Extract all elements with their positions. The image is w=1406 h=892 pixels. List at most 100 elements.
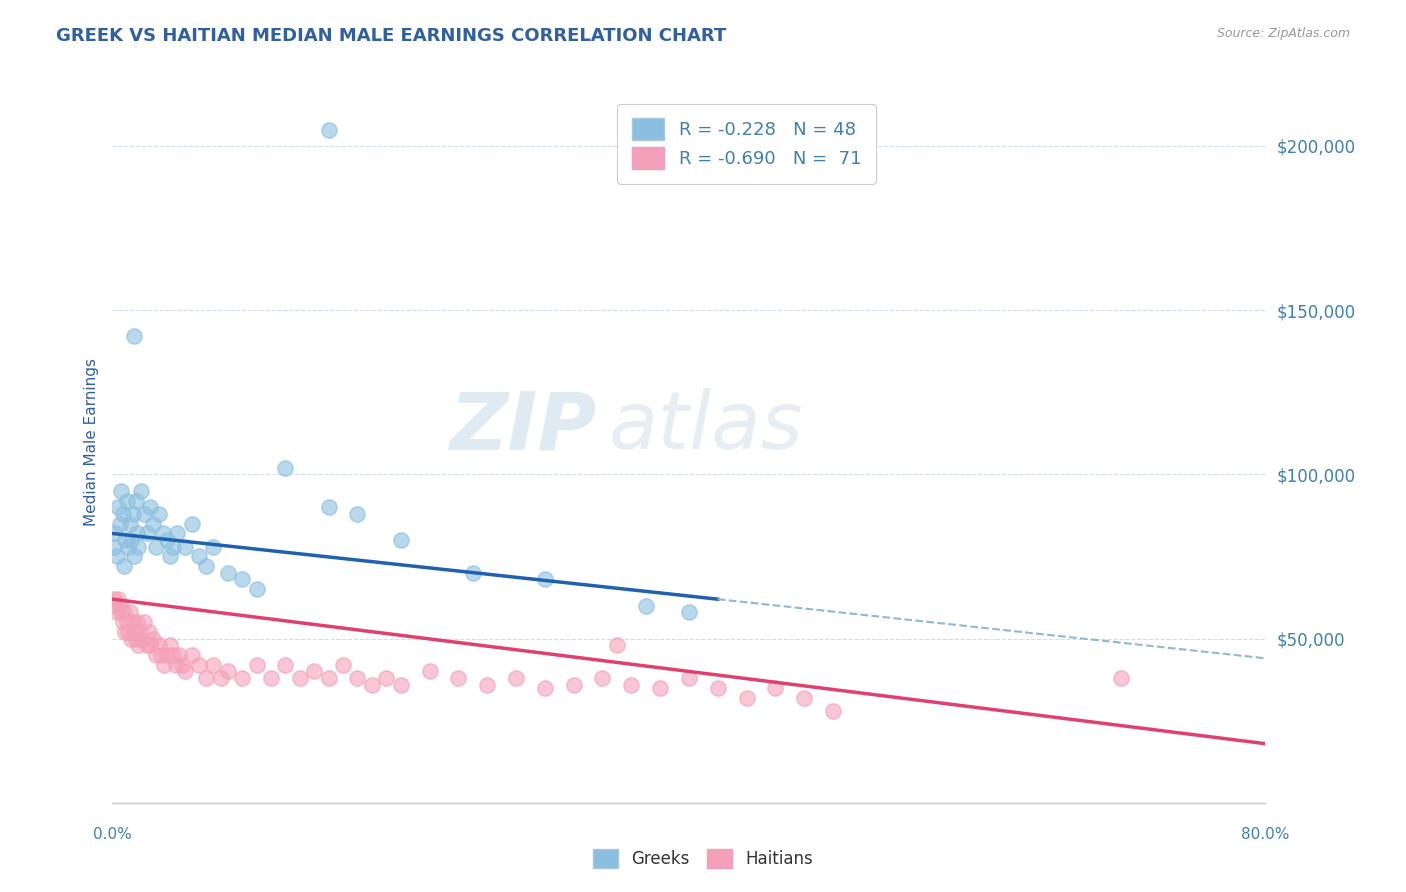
Text: Source: ZipAtlas.com: Source: ZipAtlas.com	[1216, 27, 1350, 40]
Point	[375, 671, 398, 685]
Point	[148, 507, 170, 521]
Point	[148, 638, 170, 652]
Point	[173, 540, 195, 554]
Point	[165, 657, 187, 672]
Point	[318, 122, 340, 136]
Point	[111, 507, 134, 521]
Point	[118, 516, 141, 531]
Point	[128, 625, 150, 640]
Point	[115, 493, 138, 508]
Point	[159, 638, 181, 652]
Point	[620, 677, 643, 691]
Point	[129, 483, 153, 498]
Point	[117, 625, 139, 640]
Point	[650, 681, 672, 695]
Point	[562, 677, 585, 691]
Point	[121, 507, 143, 521]
Point	[188, 549, 211, 564]
Point	[231, 671, 253, 685]
Point	[122, 625, 145, 640]
Point	[105, 605, 128, 619]
Point	[821, 704, 844, 718]
Point	[124, 493, 146, 508]
Point	[156, 648, 179, 662]
Point	[534, 681, 557, 695]
Point	[304, 665, 326, 679]
Point	[162, 540, 184, 554]
Point	[318, 671, 340, 685]
Text: ZIP: ZIP	[450, 388, 596, 467]
Point	[114, 625, 136, 640]
Point	[288, 671, 311, 685]
Point	[274, 657, 297, 672]
Point	[120, 632, 142, 646]
Y-axis label: Median Male Earnings: Median Male Earnings	[83, 358, 98, 525]
Point	[120, 533, 142, 547]
Point	[195, 671, 218, 685]
Point	[217, 665, 239, 679]
Point	[112, 559, 135, 574]
Point	[156, 533, 179, 547]
Point	[195, 559, 218, 574]
Point	[153, 657, 176, 672]
Point	[138, 625, 160, 640]
Point	[475, 677, 499, 691]
Point	[167, 648, 190, 662]
Point	[389, 677, 412, 691]
Point	[246, 657, 269, 672]
Point	[346, 671, 368, 685]
Point	[129, 632, 153, 646]
Point	[447, 671, 470, 685]
Point	[170, 657, 193, 672]
Point	[117, 540, 139, 554]
Point	[217, 566, 239, 580]
Point	[124, 632, 146, 646]
Point	[346, 507, 368, 521]
Point	[122, 549, 145, 564]
Point	[678, 671, 700, 685]
Point	[142, 632, 165, 646]
Point	[634, 599, 657, 613]
Point	[115, 615, 138, 630]
Point	[173, 665, 195, 679]
Point	[121, 615, 143, 630]
Point	[274, 460, 297, 475]
Point	[139, 500, 162, 515]
Point	[103, 592, 125, 607]
Point	[105, 549, 128, 564]
Point	[159, 549, 181, 564]
Point	[118, 605, 141, 619]
Point	[111, 615, 134, 630]
Point	[110, 605, 132, 619]
Point	[104, 599, 127, 613]
Point	[125, 615, 148, 630]
Point	[534, 573, 557, 587]
Text: 0.0%: 0.0%	[93, 827, 132, 841]
Point	[332, 657, 354, 672]
Point	[107, 500, 129, 515]
Point	[139, 638, 162, 652]
Point	[180, 648, 202, 662]
Point	[145, 540, 167, 554]
Point	[122, 329, 145, 343]
Point	[246, 582, 269, 597]
Point	[735, 690, 758, 705]
Legend: R = -0.228   N = 48, R = -0.690   N =  71: R = -0.228 N = 48, R = -0.690 N = 71	[617, 103, 876, 184]
Point	[134, 615, 156, 630]
Point	[419, 665, 441, 679]
Point	[152, 526, 174, 541]
Point	[202, 540, 225, 554]
Text: 80.0%: 80.0%	[1241, 827, 1289, 841]
Point	[110, 483, 132, 498]
Point	[260, 671, 283, 685]
Point	[505, 671, 527, 685]
Point	[678, 605, 700, 619]
Point	[114, 533, 136, 547]
Point	[108, 516, 131, 531]
Point	[150, 648, 173, 662]
Point	[180, 516, 202, 531]
Point	[231, 573, 253, 587]
Point	[765, 681, 787, 695]
Point	[136, 526, 159, 541]
Point	[166, 526, 188, 541]
